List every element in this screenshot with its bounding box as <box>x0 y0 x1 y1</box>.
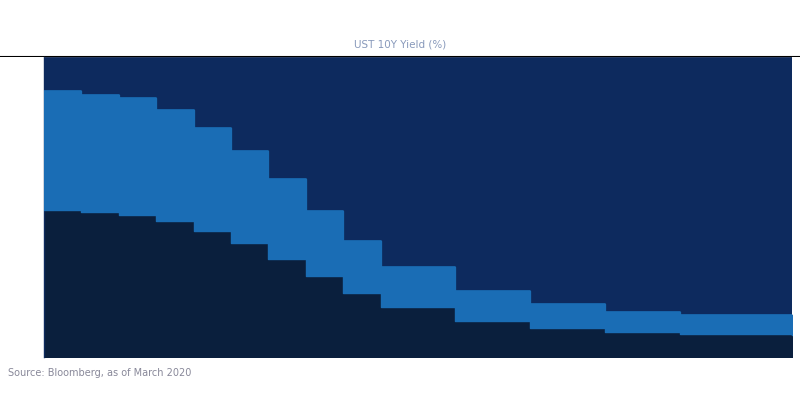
Text: UST 10Y yields fell on concerns over economic growth: UST 10Y yields fell on concerns over eco… <box>154 9 646 24</box>
Text: Source: Bloomberg, as of March 2020: Source: Bloomberg, as of March 2020 <box>8 368 191 378</box>
Text: UST 10Y Yield (%): UST 10Y Yield (%) <box>354 39 446 50</box>
